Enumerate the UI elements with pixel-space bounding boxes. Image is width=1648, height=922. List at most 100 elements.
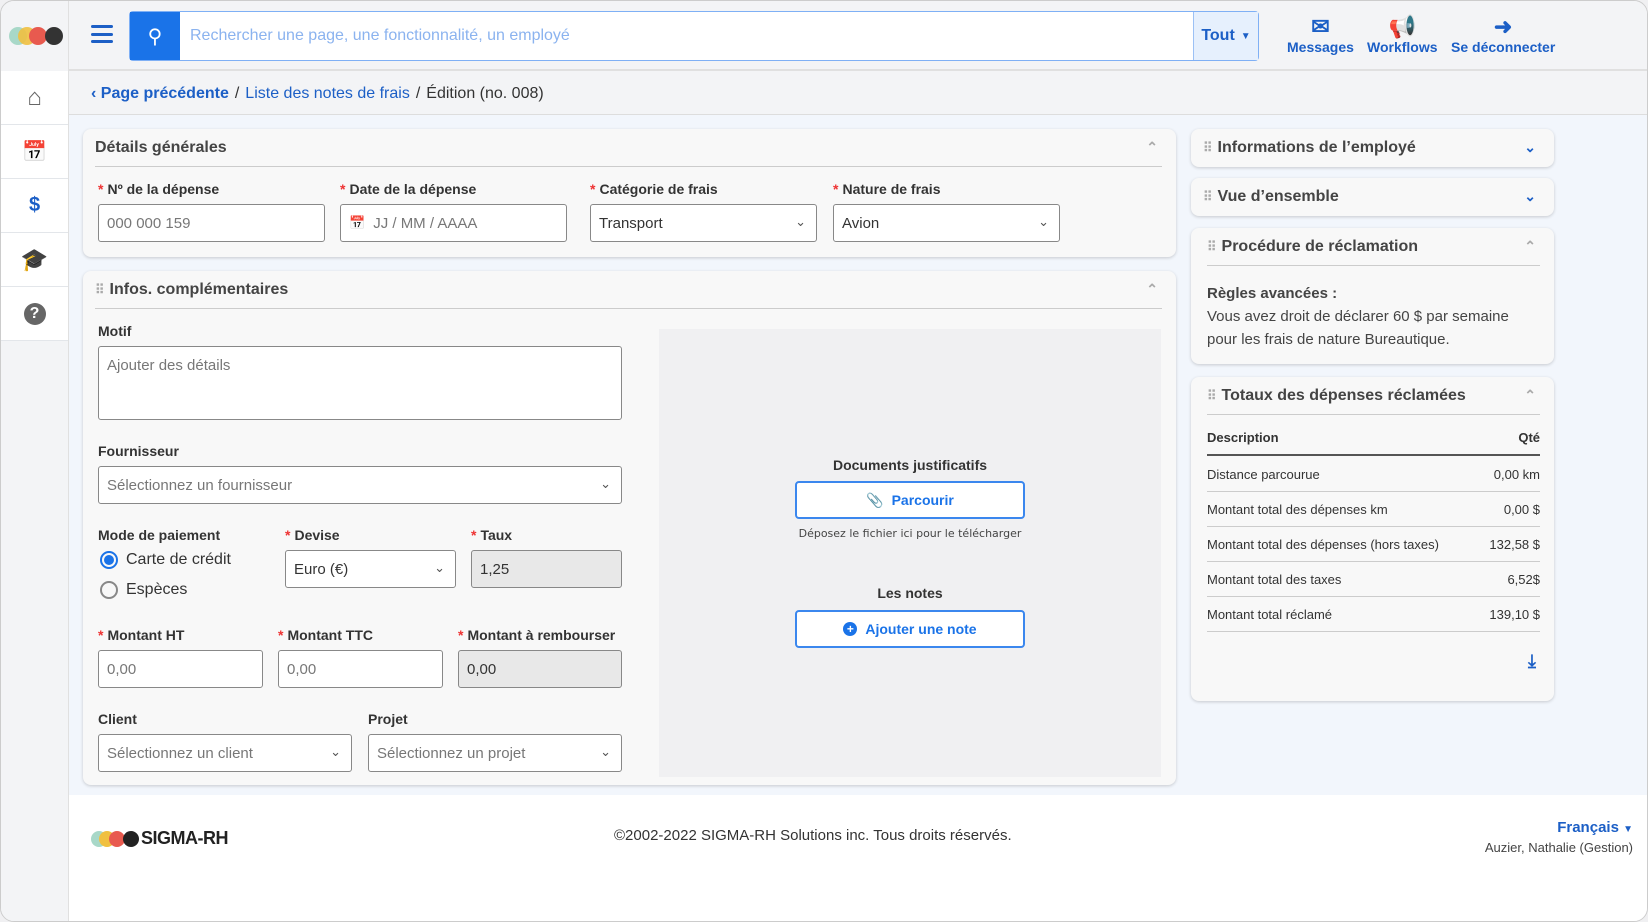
- ht-input[interactable]: 0,00: [98, 650, 263, 688]
- rate-input: 1,25: [471, 550, 622, 588]
- search-icon[interactable]: ⚲: [130, 12, 180, 60]
- supplier-select[interactable]: Sélectionnez un fournisseur ⌄: [98, 466, 622, 504]
- home-icon[interactable]: ⌂: [1, 71, 68, 125]
- table-row: Montant total des taxes 6,52$: [1207, 562, 1540, 597]
- client-select[interactable]: Sélectionnez un client ⌄: [98, 734, 352, 772]
- card-title: Infos. complémentaires: [109, 280, 289, 298]
- footer: SIGMA-RH ©2002-2022 SIGMA-RH Solutions i…: [69, 795, 1647, 921]
- logout-label: Se déconnecter: [1451, 39, 1556, 55]
- chevron-down-icon: ⌄: [600, 476, 611, 491]
- rules-text: Vous avez droit de déclarer 60 $ par sem…: [1207, 308, 1509, 348]
- back-link[interactable]: ‹ Page précédente: [91, 84, 229, 102]
- messages-label: Messages: [1287, 39, 1354, 55]
- chevron-down-icon: ⌄: [795, 214, 806, 229]
- download-icon[interactable]: ⤓: [1528, 651, 1536, 671]
- drag-handle-icon[interactable]: ⠿: [1207, 238, 1216, 254]
- category-select[interactable]: Transport ⌄: [590, 204, 817, 242]
- envelope-icon: ✉: [1311, 14, 1330, 39]
- category-label: * Catégorie de frais: [590, 181, 718, 197]
- general-details-card: Détails générales ⌃ * Nº de la dépense 000…: [83, 129, 1176, 257]
- sigma-logo[interactable]: [9, 27, 65, 45]
- radio-cash[interactable]: Espèces: [100, 581, 187, 599]
- chevron-up-icon[interactable]: ⌃: [1146, 139, 1158, 155]
- drag-handle-icon[interactable]: ⠿: [1203, 189, 1212, 204]
- chevron-down-icon[interactable]: ⌄: [1524, 139, 1536, 155]
- currency-label: * Devise: [285, 527, 340, 543]
- documents-title: Documents justificatifs: [832, 457, 988, 473]
- table-row: Montant total des dépenses (hors taxes) 1…: [1207, 527, 1540, 562]
- expense-date-input[interactable]: 📅 JJ / MM / AAAA: [340, 204, 567, 242]
- card-title: Détails générales: [95, 138, 227, 156]
- expense-date-label: * Date de la dépense: [340, 181, 477, 197]
- drag-handle-icon[interactable]: ⠿: [95, 281, 104, 297]
- ttc-label: * Montant TTC: [278, 627, 373, 643]
- messages-button[interactable]: ✉ Messages: [1287, 14, 1354, 56]
- overview-panel[interactable]: ⠿ Vue d’ensemble ⌄: [1191, 178, 1554, 216]
- logout-button[interactable]: ➜ Se déconnecter: [1451, 14, 1556, 56]
- table-row: Montant total réclamé 139,10 $: [1207, 597, 1540, 632]
- add-note-button[interactable]: + Ajouter une note: [795, 610, 1025, 648]
- notes-title: Les notes: [877, 585, 943, 601]
- search-bar: ⚲ Tout ▼: [129, 11, 1259, 61]
- rate-label: * Taux: [471, 527, 513, 543]
- employee-info-panel[interactable]: ⠿ Informations de l’employé ⌄: [1191, 129, 1554, 167]
- refund-input: 0,00: [458, 650, 622, 688]
- rules-title: Règles avancées :: [1207, 285, 1338, 302]
- chevron-down-icon: ⌄: [434, 560, 445, 575]
- top-bar: ⚲ Tout ▼ ✉Messages 📢Workflows ➜Se déconne…: [69, 1, 1647, 71]
- expense-no-input[interactable]: 000 000 159: [98, 204, 325, 242]
- expense-list-link[interactable]: Liste des notes de frais: [245, 84, 410, 102]
- table-header: Description Qté: [1207, 421, 1540, 456]
- current-user: Auzier, Nathalie (Gestion): [1484, 840, 1633, 855]
- nature-select[interactable]: Avion ⌄: [833, 204, 1060, 242]
- motif-label: Motif: [98, 323, 132, 339]
- drag-handle-icon[interactable]: ⠿: [1203, 140, 1212, 155]
- panel-title: Procédure de réclamation: [1221, 237, 1419, 255]
- client-label: Client: [98, 711, 137, 727]
- main-content: Détails générales ⌃ * Nº de la dépense 000…: [69, 115, 1647, 795]
- chevron-up-icon[interactable]: ⌃: [1146, 281, 1158, 297]
- separator: /: [234, 84, 240, 102]
- project-select[interactable]: Sélectionnez un projet ⌄: [368, 734, 622, 772]
- search-scope-dropdown[interactable]: Tout ▼: [1193, 12, 1258, 60]
- calendar-clock-icon[interactable]: 📅: [1, 125, 68, 179]
- documents-dropzone[interactable]: Documents justificatifs 📎 Parcourir Dépos…: [659, 329, 1161, 777]
- radio-credit-card[interactable]: Carte de crédit: [100, 551, 231, 569]
- current-page: Édition (no. 008): [426, 84, 544, 102]
- megaphone-icon: 📢: [1388, 14, 1416, 39]
- refund-label: * Montant à rembourser: [458, 627, 616, 643]
- currency-select[interactable]: Euro (€) ⌄: [285, 550, 456, 588]
- chevron-down-icon: ⌄: [600, 744, 611, 759]
- ht-label: * Montant HT: [98, 627, 185, 643]
- chevron-down-icon: ⌄: [1038, 214, 1049, 229]
- help-icon[interactable]: ?: [1, 287, 68, 341]
- chevron-up-icon[interactable]: ⌃: [1524, 238, 1536, 254]
- browse-button[interactable]: 📎 Parcourir: [795, 481, 1025, 519]
- payment-label: Mode de paiement: [98, 527, 221, 543]
- breadcrumb: ‹ Page précédente / Liste des notes de f…: [69, 73, 1647, 115]
- calendar-icon: 📅: [349, 215, 366, 230]
- chevron-down-icon[interactable]: ⌄: [1524, 188, 1536, 204]
- drag-handle-icon[interactable]: ⠿: [1207, 387, 1216, 403]
- drop-hint: Déposez le fichier ici pour le télécharg…: [798, 527, 1022, 540]
- search-input[interactable]: [180, 12, 1193, 60]
- project-label: Projet: [368, 711, 408, 727]
- expense-no-label: * Nº de la dépense: [98, 181, 220, 197]
- panel-title: Totaux des dépenses réclamées: [1221, 386, 1466, 404]
- panel-title: Vue d’ensemble: [1217, 188, 1339, 205]
- workflows-button[interactable]: 📢 Workflows: [1367, 14, 1438, 56]
- ttc-input[interactable]: 0,00: [278, 650, 443, 688]
- paperclip-icon: 📎: [866, 491, 884, 508]
- menu-icon[interactable]: [91, 25, 113, 43]
- totals-panel: ⠿ Totaux des dépenses réclamées ⌃ Descript…: [1191, 377, 1554, 701]
- language-dropdown[interactable]: Français ▼: [1557, 819, 1633, 836]
- motif-textarea[interactable]: Ajouter des détails: [98, 346, 622, 420]
- graduation-cap-icon[interactable]: 🎓: [1, 233, 68, 287]
- table-row: Distance parcourue 0,00 km: [1207, 457, 1540, 492]
- caret-down-icon: ▼: [1623, 824, 1633, 835]
- sign-out-icon: ➜: [1493, 14, 1513, 39]
- chevron-up-icon[interactable]: ⌃: [1524, 387, 1536, 403]
- separator: /: [415, 84, 421, 102]
- expense-document-icon[interactable]: $: [1, 179, 68, 233]
